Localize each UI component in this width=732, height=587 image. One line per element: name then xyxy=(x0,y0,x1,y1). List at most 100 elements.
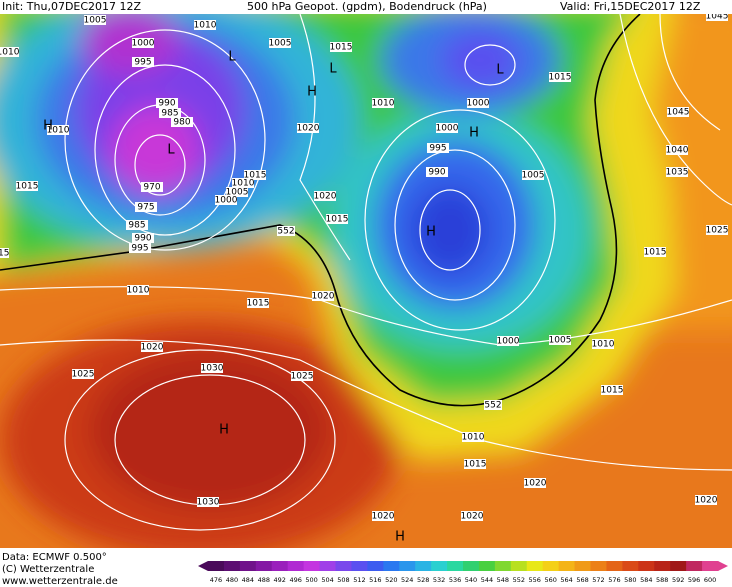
colorbar-tick-label: 496 xyxy=(289,576,301,584)
colorbar-swatch xyxy=(383,561,400,571)
isobar-label: 1015 xyxy=(244,171,267,181)
isobar-label-bg xyxy=(666,167,688,177)
colorbar-tick-label: 516 xyxy=(369,576,381,584)
colorbar-tick-label: 588 xyxy=(656,576,668,584)
colorbar-swatch xyxy=(271,561,289,571)
isobar-label-bg xyxy=(201,363,223,373)
isobar-label-bg xyxy=(330,42,352,52)
isobar-label-bg xyxy=(215,195,237,205)
isobar-label-bg xyxy=(326,214,348,224)
colorbar-tick-label: 600 xyxy=(704,576,716,584)
colorbar-swatch xyxy=(463,561,480,571)
isobar-label-bg xyxy=(194,20,216,30)
colorbar-swatch xyxy=(478,561,496,571)
isobar-label-bg xyxy=(436,123,458,133)
isobar-label-bg xyxy=(135,202,157,212)
isobar-label-bg xyxy=(592,339,614,349)
colorbar-swatch xyxy=(558,561,576,571)
colorbar-swatch xyxy=(208,561,225,571)
footer: Data: ECMWF 0.500° (C) Wetterzentrale ww… xyxy=(2,552,118,587)
colorbar-tick-label: 596 xyxy=(688,576,700,584)
isobar-label: 1015 xyxy=(464,460,487,470)
height-label-bg xyxy=(277,226,295,236)
isobar-label: 985 xyxy=(128,221,145,231)
isobar-label-bg xyxy=(244,170,266,180)
pressure-center: L xyxy=(228,50,236,65)
isobar-label-bg xyxy=(171,117,193,127)
colorbar-swatch xyxy=(606,561,623,571)
isobar-label: 990 xyxy=(428,168,445,178)
isobar-label: 1015 xyxy=(326,215,349,225)
isobar-label: 1010 xyxy=(462,433,485,443)
height-contour xyxy=(0,14,641,407)
isobar-label: 1005 xyxy=(226,188,249,198)
colorbar-swatch xyxy=(399,561,416,571)
isobar-label-bg xyxy=(291,371,313,381)
isobar-label: 1020 xyxy=(695,496,718,506)
isobar-label-bg xyxy=(706,14,728,21)
height-label-bg xyxy=(484,400,502,410)
isobar-label: 1030 xyxy=(201,364,224,374)
init-time: Init: Thu,07DEC2017 12Z xyxy=(2,0,142,13)
colorbar-swatch xyxy=(223,561,241,571)
isobar-label-bg xyxy=(522,170,544,180)
colorbar-arrow-left xyxy=(198,561,208,571)
colorbar-swatch xyxy=(494,561,512,571)
isobar-label: 1025 xyxy=(72,370,95,380)
pressure-center: H xyxy=(307,85,317,100)
isobar-label-bg xyxy=(312,291,334,301)
isobar-label-bg xyxy=(0,248,9,258)
isobar-label: 1035 xyxy=(666,168,689,178)
isobar-label-bg xyxy=(132,57,154,67)
isobar-label: 1010 xyxy=(592,340,615,350)
colorbar-tick-label: 548 xyxy=(497,576,509,584)
pressure-center: H xyxy=(43,119,53,134)
colorbar-tick-label: 540 xyxy=(465,576,477,584)
colorbar-tick-label: 584 xyxy=(640,576,652,584)
isobar-label: 1015 xyxy=(601,386,624,396)
isobar-label-bg xyxy=(549,335,571,345)
colorbar-swatch xyxy=(447,561,464,571)
isobar-label-bg xyxy=(47,125,69,135)
isobar-label: 1005 xyxy=(522,171,545,181)
isobar-label: 1010 xyxy=(47,126,70,136)
isobar-label: 1010 xyxy=(127,286,150,296)
isobar-label-bg xyxy=(524,478,546,488)
isobar-label: 1005 xyxy=(549,336,572,346)
colorbar-tick-label: 480 xyxy=(226,576,238,584)
isobar-label-bg xyxy=(667,107,689,117)
colorbar-tick-label: 552 xyxy=(513,576,525,584)
colorbar-swatch xyxy=(335,561,352,571)
colorbar-swatch xyxy=(526,561,544,571)
colorbar-tick-label: 580 xyxy=(624,576,636,584)
colorbar-swatch xyxy=(654,561,671,571)
isobar-label-bg xyxy=(372,511,394,521)
colorbar-tick-label: 560 xyxy=(544,576,556,584)
colorbar-swatch xyxy=(622,561,639,571)
colorbar-tick-label: 500 xyxy=(305,576,317,584)
pressure-center: H xyxy=(219,423,229,438)
isobar-label: 1015 xyxy=(16,182,39,192)
isobar-label-bg xyxy=(141,182,163,192)
colorbar-tick-label: 488 xyxy=(258,576,270,584)
isobar-label: 1015 xyxy=(549,73,572,83)
colorbar-swatch xyxy=(542,561,560,571)
isobar-label: 975 xyxy=(137,203,154,213)
colorbar-swatch xyxy=(431,561,448,571)
colorbar-swatch xyxy=(303,561,321,571)
colorbar-tick-label: 592 xyxy=(672,576,684,584)
colorbar-tick-label: 572 xyxy=(592,576,604,584)
isobar-label: 1010 xyxy=(232,179,255,189)
colorbar-tick-label: 544 xyxy=(481,576,493,584)
isobar-label: 1020 xyxy=(372,512,395,522)
isobar-label-bg xyxy=(269,38,291,48)
isobar-label: 1005 xyxy=(84,16,107,26)
colorbar-tick-label: 536 xyxy=(449,576,461,584)
colorbar-swatch xyxy=(367,561,384,571)
copyright: (C) Wetterzentrale xyxy=(2,564,94,575)
isobar-label: 1020 xyxy=(524,479,547,489)
isobar-label-bg xyxy=(159,108,181,118)
colorbar-swatch xyxy=(415,561,432,571)
colorbar-tick-label: 504 xyxy=(321,576,333,584)
isobar-label-bg xyxy=(695,495,717,505)
